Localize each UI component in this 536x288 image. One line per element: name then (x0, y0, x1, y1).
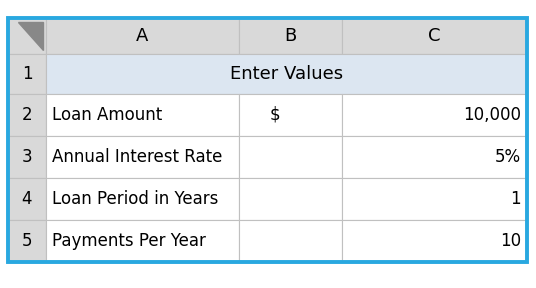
Text: 5: 5 (22, 232, 32, 250)
Bar (342, 136, 527, 178)
Text: Payments Per Year: Payments Per Year (52, 232, 206, 250)
Bar (8, 18, 527, 262)
Text: 2: 2 (21, 106, 32, 124)
Bar (8, 220, 46, 262)
Bar (342, 18, 527, 54)
Bar (46, 94, 239, 136)
Bar (239, 178, 342, 220)
Text: A: A (136, 27, 148, 45)
Text: 1: 1 (21, 65, 32, 83)
Text: C: C (428, 27, 441, 45)
Bar (8, 136, 46, 178)
Text: B: B (285, 27, 296, 45)
Bar (342, 178, 527, 220)
Bar (8, 18, 46, 54)
Bar (342, 94, 527, 136)
Text: 10,000: 10,000 (463, 106, 521, 124)
Text: Loan Amount: Loan Amount (52, 106, 162, 124)
Text: 1: 1 (510, 190, 521, 208)
Bar (46, 136, 239, 178)
Text: 5%: 5% (495, 148, 521, 166)
Bar (8, 54, 46, 94)
Text: 3: 3 (21, 148, 32, 166)
Polygon shape (18, 22, 43, 50)
Text: Enter Values: Enter Values (230, 65, 343, 83)
Bar (342, 220, 527, 262)
Bar (46, 18, 239, 54)
Bar (239, 18, 342, 54)
Bar (8, 94, 46, 136)
Bar (239, 220, 342, 262)
Text: 10: 10 (500, 232, 521, 250)
Bar (46, 54, 527, 94)
Text: Annual Interest Rate: Annual Interest Rate (52, 148, 222, 166)
Bar (8, 178, 46, 220)
Text: $: $ (270, 106, 280, 124)
Bar (46, 220, 239, 262)
Bar (239, 94, 342, 136)
Text: Loan Period in Years: Loan Period in Years (52, 190, 218, 208)
Bar (46, 178, 239, 220)
Text: 4: 4 (22, 190, 32, 208)
Bar (239, 136, 342, 178)
